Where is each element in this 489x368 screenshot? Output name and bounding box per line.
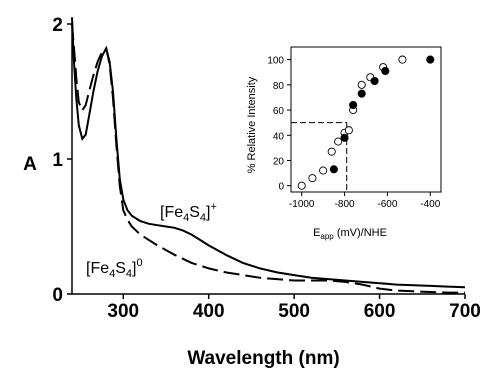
open-point <box>297 181 306 190</box>
inset-axes <box>287 46 442 196</box>
filled-point <box>349 100 358 110</box>
filled-point <box>381 66 390 76</box>
series-line-solid <box>71 17 466 289</box>
filled-point <box>357 89 366 98</box>
inset-labels: -1000 -800 -600 -400 0 20 40 60 80 100 <box>267 56 440 210</box>
main-series <box>71 17 466 294</box>
main-axes <box>67 23 466 299</box>
open-point <box>327 147 336 156</box>
open-point <box>319 166 328 175</box>
inset-y-tick-label: 60 <box>273 106 285 117</box>
inset-series <box>297 55 435 190</box>
inset-x-tick-label: -400 <box>420 199 440 210</box>
annotation-fe4s4-zero: [Fe4S4]0 <box>86 257 143 280</box>
inset-reference-line <box>291 122 348 192</box>
x-tick-label: 300 <box>107 301 139 322</box>
open-point <box>344 126 353 135</box>
inset-y-tick-label: 40 <box>273 131 285 142</box>
filled-point <box>340 133 349 142</box>
x-tick-label: 700 <box>449 301 481 322</box>
filled-point <box>426 55 435 64</box>
series-line-dashed <box>71 23 465 294</box>
x-tick-label: 400 <box>193 301 225 322</box>
y-tick-label: 0 <box>52 285 63 306</box>
open-point <box>398 55 407 64</box>
open-point <box>308 174 317 183</box>
inset-y-tick-label: 80 <box>273 81 285 92</box>
inset-y-axis-title: % Relative Intensity <box>246 76 258 173</box>
x-tick-label: 600 <box>364 301 396 322</box>
open-point <box>357 80 366 89</box>
filled-point <box>370 76 379 86</box>
x-tick-label: 500 <box>278 301 310 322</box>
inset-y-tick-label: 100 <box>267 56 284 67</box>
inset-x-tick-label: -600 <box>377 199 397 210</box>
x-axis-title: Wavelength (nm) <box>187 348 339 368</box>
inset-x-tick-label: -1000 <box>289 199 315 210</box>
inset-x-axis-title: Eapp (mV)/NHE <box>313 227 387 241</box>
open-point <box>334 137 343 146</box>
inset-y-tick-label: 20 <box>273 156 285 167</box>
y-tick-label: 2 <box>52 15 63 36</box>
inset-y-tick-label: 0 <box>278 182 284 193</box>
inset-x-tick-label: -800 <box>335 199 355 210</box>
annotation-fe4s4-plus: [Fe4S4]+ <box>160 201 217 224</box>
y-tick-label: 1 <box>52 150 63 171</box>
y-axis-title: A <box>23 154 37 175</box>
inset-frame <box>290 46 442 193</box>
filled-point <box>329 165 338 174</box>
inset-background <box>242 38 468 242</box>
